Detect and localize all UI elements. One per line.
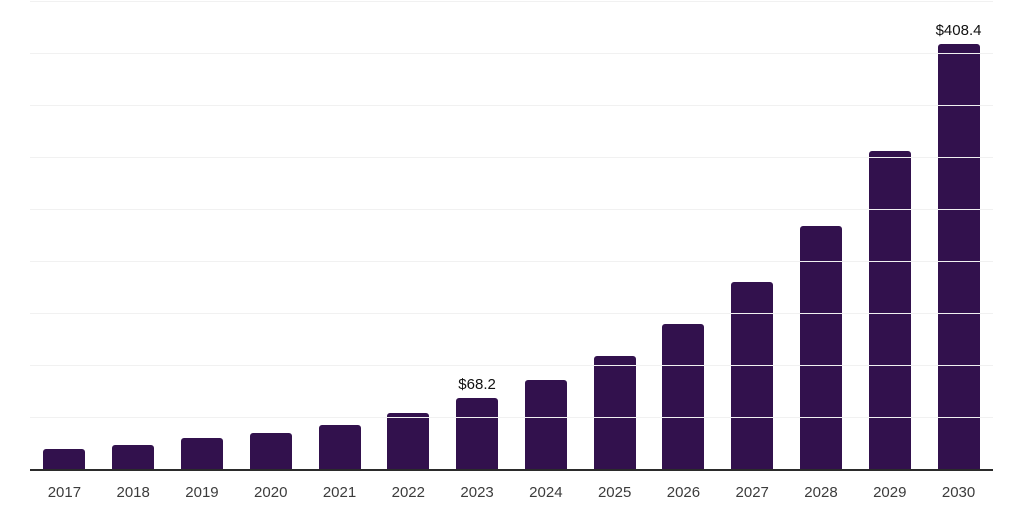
gridline	[30, 157, 993, 158]
x-tick-label-2018: 2018	[116, 484, 150, 501]
bar-value-label-2023: $68.2	[458, 376, 496, 394]
x-tick-label-2020: 2020	[254, 484, 288, 501]
x-tick-label-2023: 2023	[460, 484, 494, 501]
x-tick-label-2019: 2019	[185, 484, 219, 501]
x-tick-label-2017: 2017	[47, 484, 82, 501]
bar-group-2024	[511, 1, 580, 469]
bar-group-2030: $408.4	[924, 1, 993, 469]
gridline	[30, 313, 993, 314]
plot-area: $68.2 $408.4	[30, 1, 993, 471]
x-tick-label-2022: 2022	[391, 484, 425, 501]
bar-2022	[387, 412, 430, 469]
bar-2026	[662, 324, 705, 469]
x-tick-label-2026: 2026	[666, 484, 701, 501]
x-tick-label-2027: 2027	[735, 484, 769, 501]
gridline	[30, 261, 993, 262]
bar-2019	[180, 438, 223, 469]
bar-group-2027	[718, 1, 787, 469]
bars-row: $68.2 $408.4	[30, 1, 993, 469]
bar-2023	[456, 398, 499, 469]
bar-group-2018	[99, 1, 168, 469]
bar-2030	[937, 44, 980, 469]
gridline	[30, 417, 993, 418]
bar-2025	[593, 356, 636, 469]
bar-group-2025	[580, 1, 649, 469]
x-tick-label-2029: 2029	[873, 484, 907, 501]
bar-2028	[799, 226, 842, 469]
x-tick-label-2021: 2021	[322, 484, 357, 501]
x-tick-label-2028: 2028	[804, 484, 838, 501]
bar-value-label-2030: $408.4	[935, 22, 982, 40]
x-tick-label-2024: 2024	[529, 484, 563, 501]
gridline	[30, 53, 993, 54]
gridline	[30, 1, 993, 2]
x-tick-label-2025: 2025	[597, 484, 632, 501]
bar-group-2020	[236, 1, 305, 469]
bar-group-2026	[649, 1, 718, 469]
bar-group-2017	[30, 1, 99, 469]
x-tick-label-2030: 2030	[941, 484, 976, 501]
bar-2027	[731, 282, 774, 469]
bar-group-2029	[855, 1, 924, 469]
bar-2029	[868, 150, 911, 469]
gridline	[30, 365, 993, 366]
bar-group-2021	[305, 1, 374, 469]
bar-2020	[249, 432, 292, 469]
bar-group-2019	[168, 1, 237, 469]
bar-group-2028	[787, 1, 856, 469]
bar-2021	[318, 424, 361, 469]
bar-2024	[524, 380, 567, 469]
bar-group-2022	[374, 1, 443, 469]
bar-2018	[112, 444, 155, 469]
bar-2017	[43, 448, 86, 469]
gridline	[30, 209, 993, 210]
bar-group-2023: $68.2	[443, 1, 512, 469]
gridline	[30, 105, 993, 106]
x-axis-labels: 2017 2018 2019 2020 2021 2022 2023 2024 2025 2026…	[30, 471, 993, 512]
